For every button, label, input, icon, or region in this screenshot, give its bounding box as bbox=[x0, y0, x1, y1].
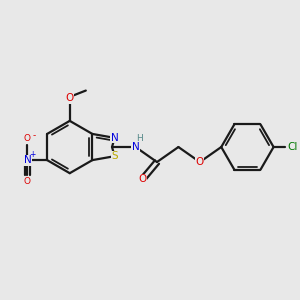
Text: S: S bbox=[111, 151, 118, 161]
Text: +: + bbox=[30, 150, 36, 159]
Text: O: O bbox=[66, 94, 74, 103]
Text: O: O bbox=[196, 157, 204, 167]
Text: H: H bbox=[136, 134, 143, 142]
Text: -: - bbox=[32, 131, 36, 140]
Text: N: N bbox=[24, 155, 32, 165]
Text: N: N bbox=[111, 133, 119, 143]
Text: Cl: Cl bbox=[287, 142, 298, 152]
Text: O: O bbox=[24, 134, 31, 143]
Text: N: N bbox=[132, 142, 140, 152]
Text: O: O bbox=[139, 174, 147, 184]
Text: O: O bbox=[24, 177, 31, 186]
